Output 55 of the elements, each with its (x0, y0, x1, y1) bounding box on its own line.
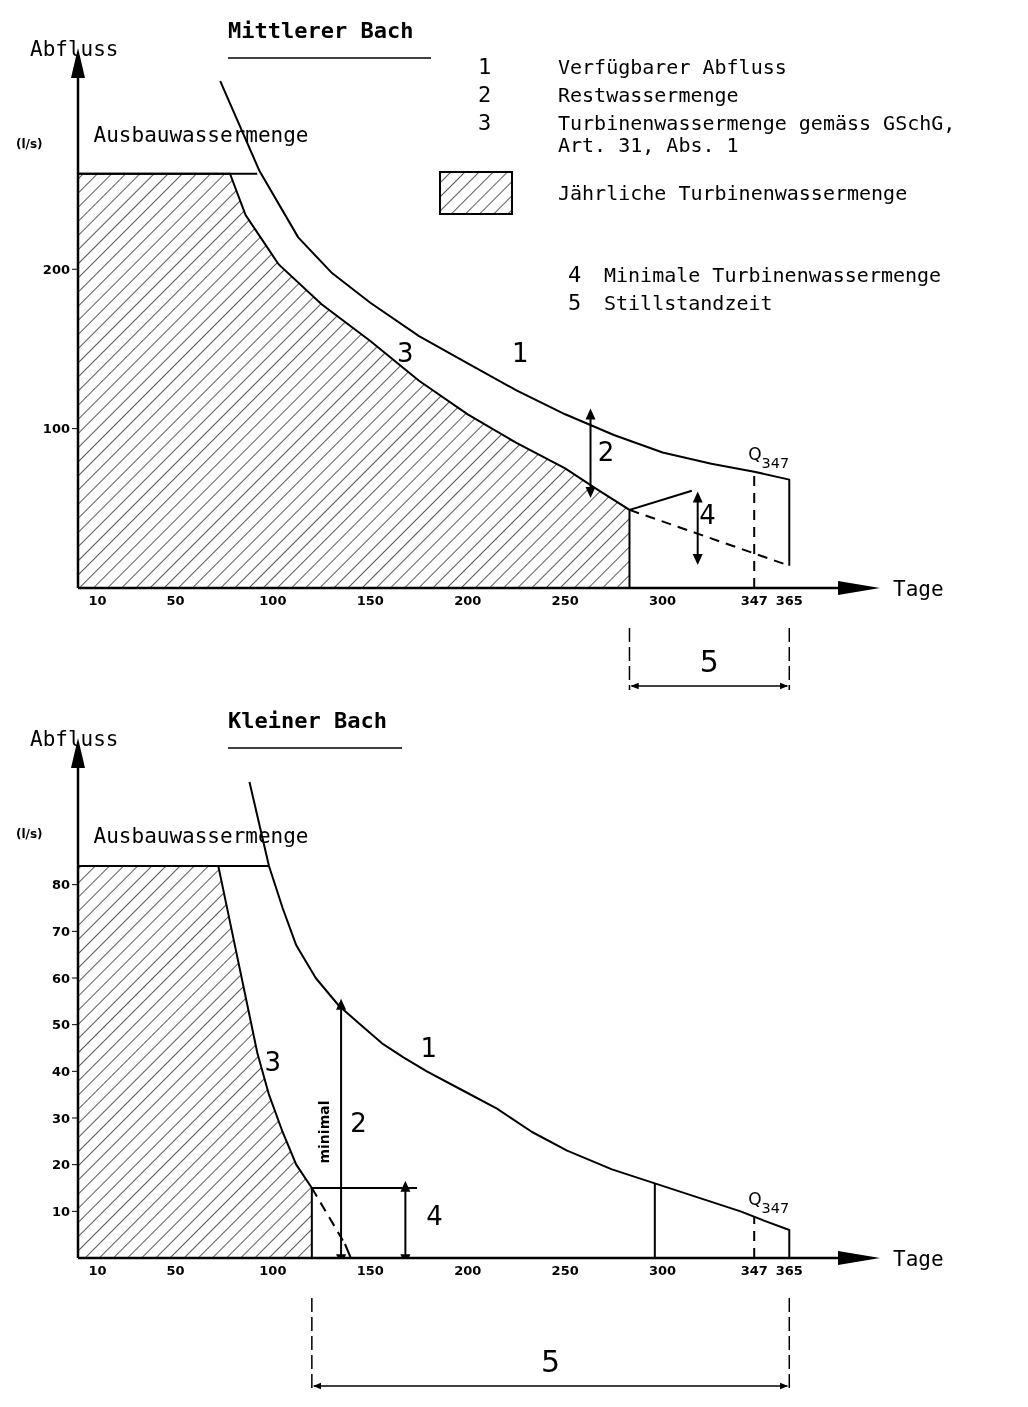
text: minimal (316, 1100, 333, 1164)
y-tick-label: 30 (51, 1110, 70, 1126)
annotation: 4 (699, 500, 716, 531)
x-axis-title: Tage (893, 577, 944, 601)
y-tick-label: 50 (51, 1017, 70, 1033)
x-tick-label: 365 (775, 593, 803, 609)
ref-line-label: Q$_{347}$ (748, 1188, 790, 1216)
x-tick-label: 150 (356, 1263, 384, 1279)
x-tick-label: 50 (166, 593, 185, 609)
annotation: 3 (397, 337, 414, 368)
text: 5 (699, 644, 719, 679)
y-tick-label: 20 (51, 1157, 70, 1173)
chart-title: Mittlerer Bach (228, 18, 414, 43)
x-tick-label: 300 (649, 1263, 677, 1279)
x-tick-label: 347 (740, 593, 768, 609)
text: (l/s) (16, 827, 43, 841)
text: 2 Restwassermenge (478, 82, 739, 107)
annotation: 1 (512, 337, 529, 368)
x-tick-label: 50 (166, 1263, 185, 1279)
annotation: 2 (350, 1108, 367, 1138)
x-tick-label: 100 (259, 1263, 287, 1279)
annotation: 3 (264, 1047, 282, 1078)
x-tick-label: 365 (775, 1263, 803, 1279)
x-tick-label: 100 (259, 593, 287, 609)
y-tick-label: 200 (42, 261, 70, 277)
annotation: 5 Stillstandzeit (568, 290, 774, 315)
y-axis-title: Abfluss (30, 37, 119, 61)
x-tick-label: 347 (740, 1263, 768, 1279)
x-axis-title: Tage (893, 1247, 944, 1271)
text: (l/s) (16, 137, 43, 151)
y-tick-label: 60 (51, 970, 70, 986)
text: 1 Verfügbarer Abfluss (478, 54, 787, 79)
y-axis-title: Abfluss (30, 727, 119, 751)
annotation: 4 (426, 1201, 443, 1232)
y-tick-label: 100 (42, 421, 70, 437)
x-tick-label: 10 (88, 1263, 107, 1279)
x-tick-label: 10 (88, 593, 107, 609)
x-tick-label: 300 (649, 593, 677, 609)
text: 3 Turbinenwassermenge gemäss GSchG, Art. 31, Abs. 1 (478, 110, 956, 157)
y-tick-label: 70 (51, 923, 70, 939)
x-tick-label: 250 (551, 593, 579, 609)
x-tick-label: 250 (551, 1263, 579, 1279)
y-tick-label: 40 (51, 1063, 70, 1079)
ref-line-label: Q$_{347}$ (748, 443, 790, 471)
chart-title: Kleiner Bach (228, 708, 387, 733)
legend-label: Jährliche Turbinenwassermenge (558, 181, 908, 205)
annotation: 2 (597, 436, 615, 467)
y-tick-label: 80 (51, 877, 70, 893)
x-tick-label: 150 (356, 593, 384, 609)
y-tick-label: 10 (51, 1203, 70, 1219)
x-tick-label: 200 (454, 593, 482, 609)
text: 5 (541, 1344, 561, 1379)
annotation: 4 Minimale Turbinenwassermenge (568, 262, 943, 287)
x-tick-label: 200 (454, 1263, 482, 1279)
annotation: 1 (420, 1033, 438, 1064)
